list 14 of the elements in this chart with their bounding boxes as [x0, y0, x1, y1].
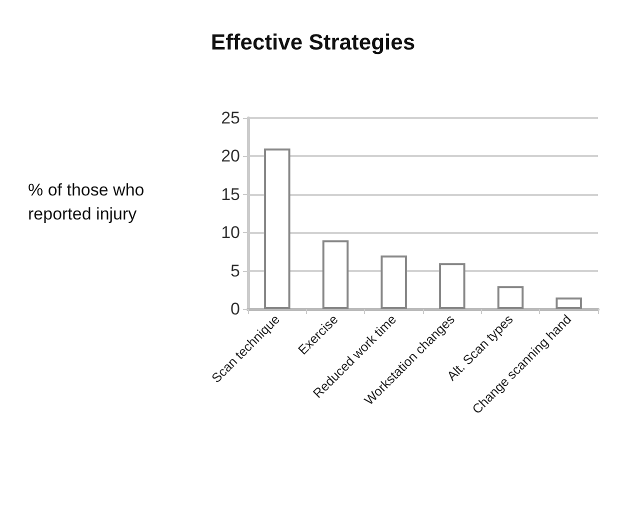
- y-tick-label: 15: [221, 184, 240, 204]
- bar: [380, 256, 407, 309]
- bar: [497, 286, 524, 309]
- y-tick-label: 0: [230, 300, 240, 318]
- bar: [556, 298, 582, 309]
- y-tick-label: 5: [230, 261, 240, 280]
- y-tick-label: 10: [221, 223, 240, 242]
- y-tick-label: 25: [221, 108, 240, 128]
- chart-title: Effective Strategies: [210, 30, 416, 54]
- bar: [322, 240, 349, 309]
- y-axis-title: % of those who reported injury: [28, 180, 149, 224]
- bar: [439, 263, 466, 309]
- y-tick-label: 20: [221, 146, 240, 166]
- bar: [264, 148, 290, 309]
